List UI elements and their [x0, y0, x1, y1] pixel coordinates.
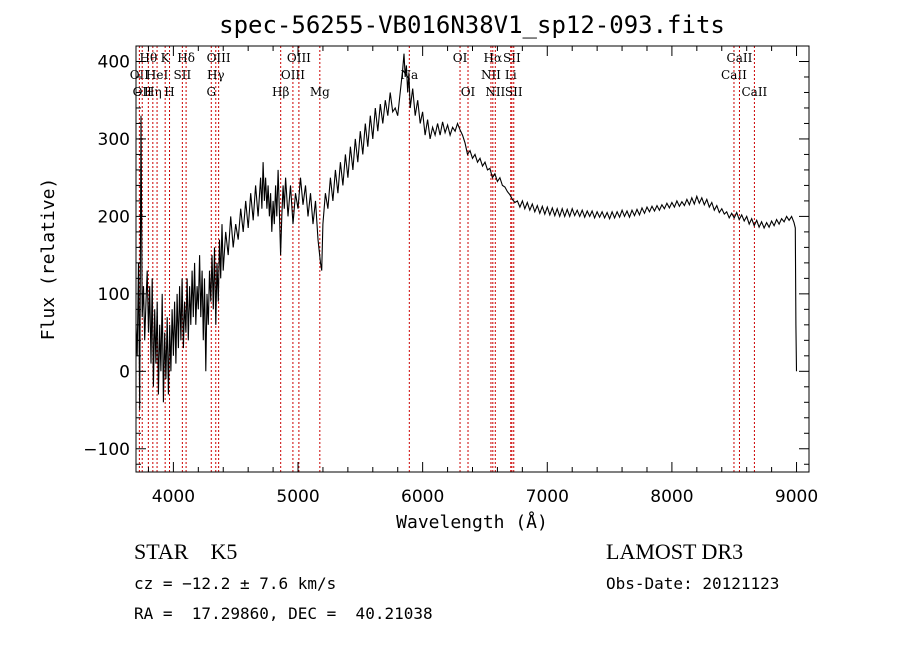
y-axis-label: Flux (relative) — [38, 178, 59, 341]
line-marker-label: OII — [130, 68, 150, 82]
line-marker-label: OIII — [207, 51, 231, 65]
line-marker-label: Mg — [310, 85, 330, 99]
axes: 4000 5000 6000 7000 8000 9000 −100 0 100 200 300 40… — [83, 45, 818, 507]
x-tick-label: 5000 — [276, 487, 319, 507]
plot-frame — [135, 45, 810, 473]
observation-date: Obs-Date: 20121123 — [606, 574, 780, 593]
y-tick-label: 400 — [98, 52, 130, 72]
line-marker-label: OIII — [281, 68, 305, 82]
y-tick-label: 100 — [98, 285, 130, 305]
line-marker-label: OII — [133, 85, 153, 99]
line-marker-label: Hθ — [139, 51, 157, 65]
line-marker-label: SII — [503, 51, 521, 65]
y-tick-label: 300 — [98, 130, 130, 150]
line-marker-label: CaII — [741, 85, 767, 99]
x-tick-label: 4000 — [152, 487, 195, 507]
line-marker-label: OI — [453, 51, 468, 65]
x-tick-label: 9000 — [775, 487, 818, 507]
line-marker-label: NII — [481, 68, 501, 82]
y-tick-label: −100 — [83, 440, 130, 460]
line-marker-label: OIII — [287, 51, 311, 65]
x-tick-label: 6000 — [401, 487, 444, 507]
line-marker-label: CaII — [721, 68, 747, 82]
line-marker-label: H — [164, 85, 174, 99]
line-marker-label: K — [161, 51, 171, 65]
line-marker-label: Li — [505, 68, 517, 82]
line-marker-label: G — [206, 85, 216, 99]
line-marker-label: Hα — [484, 51, 503, 65]
line-marker-label: Hβ — [272, 85, 289, 99]
line-marker-label: Hδ — [177, 51, 195, 65]
line-marker-label: NII — [485, 85, 505, 99]
redshift-line: cz = −12.2 ± 7.6 km/s — [134, 574, 337, 593]
y-tick-label: 0 — [119, 362, 130, 382]
line-marker-label: OI — [461, 85, 476, 99]
coordinates-line: RA = 17.29860, DEC = 40.21038 — [134, 604, 433, 623]
y-tick-label: 200 — [98, 207, 130, 227]
chart-title: spec-56255-VB016N38V1_sp12-093.fits — [219, 11, 725, 39]
survey-name: LAMOST DR3 — [606, 539, 744, 564]
line-marker-label: SII — [505, 85, 523, 99]
line-marker-label: Hγ — [207, 68, 225, 82]
line-markers: OIIOIIHθHηHeIKHSIIHδGHγOIIIHβOIIIOIIIMgN… — [130, 46, 768, 472]
x-tick-label: 7000 — [526, 487, 569, 507]
spectrum-line — [135, 53, 798, 411]
object-class: STAR K5 — [134, 539, 238, 564]
x-axis-label: Wavelength (Å) — [396, 511, 548, 533]
line-marker-label: SII — [174, 68, 192, 82]
line-marker-label: CaII — [727, 51, 753, 65]
line-marker-label: HeI — [146, 68, 169, 82]
spectrum-series — [135, 53, 798, 411]
line-marker-label: Hη — [144, 85, 162, 99]
x-tick-label: 8000 — [650, 487, 693, 507]
